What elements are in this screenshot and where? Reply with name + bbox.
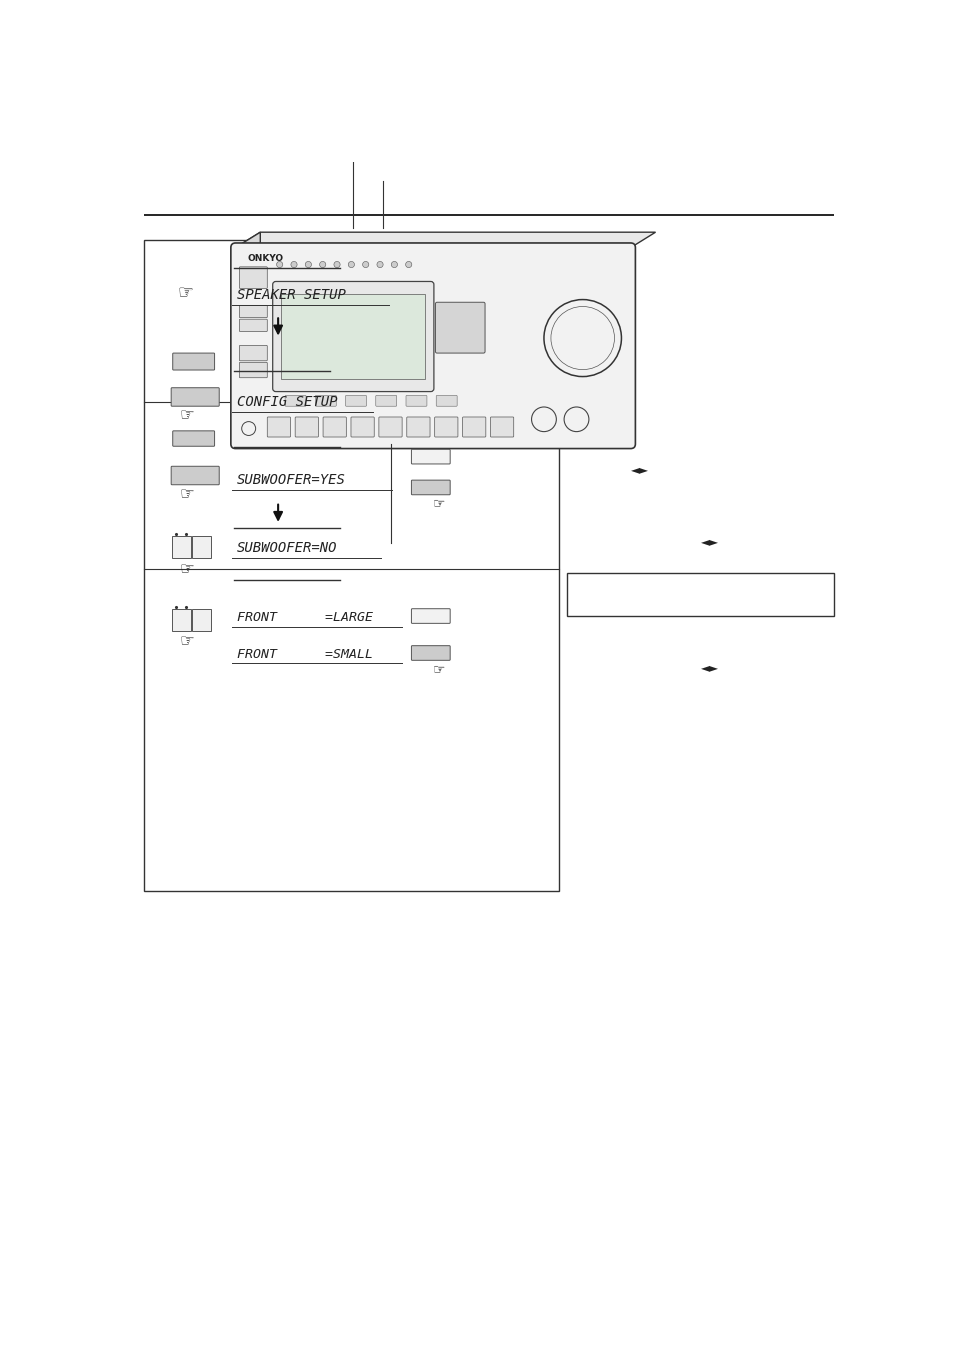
FancyBboxPatch shape (239, 267, 267, 288)
FancyBboxPatch shape (267, 417, 291, 436)
FancyBboxPatch shape (192, 536, 212, 558)
FancyBboxPatch shape (172, 353, 214, 370)
FancyBboxPatch shape (239, 346, 267, 361)
Text: ONKYO: ONKYO (247, 254, 283, 263)
FancyBboxPatch shape (294, 417, 318, 436)
Text: ◄►: ◄► (700, 661, 718, 674)
FancyBboxPatch shape (192, 609, 212, 631)
FancyBboxPatch shape (436, 396, 456, 407)
FancyBboxPatch shape (375, 396, 396, 407)
Text: FRONT      =LARGE: FRONT =LARGE (236, 611, 373, 624)
FancyBboxPatch shape (345, 396, 366, 407)
FancyBboxPatch shape (239, 305, 267, 317)
Circle shape (319, 262, 325, 267)
Text: SUBWOOFER=NO: SUBWOOFER=NO (236, 540, 337, 555)
FancyBboxPatch shape (323, 417, 346, 436)
Circle shape (376, 262, 383, 267)
FancyBboxPatch shape (239, 319, 267, 331)
Text: ☞: ☞ (180, 632, 194, 651)
FancyBboxPatch shape (490, 417, 513, 436)
Circle shape (276, 262, 282, 267)
FancyBboxPatch shape (378, 417, 402, 436)
FancyBboxPatch shape (273, 281, 434, 392)
Text: ◄►: ◄► (630, 463, 648, 476)
Circle shape (305, 262, 311, 267)
FancyBboxPatch shape (171, 388, 219, 407)
FancyBboxPatch shape (172, 431, 214, 446)
Text: ☞: ☞ (180, 485, 194, 503)
Text: ☞: ☞ (177, 284, 193, 301)
FancyBboxPatch shape (462, 417, 485, 436)
Circle shape (362, 262, 369, 267)
FancyBboxPatch shape (567, 573, 833, 616)
FancyBboxPatch shape (411, 450, 450, 463)
Text: ◄►: ◄► (700, 535, 718, 549)
Text: FRONT      =SMALL: FRONT =SMALL (236, 647, 373, 661)
Text: ☞: ☞ (432, 496, 444, 511)
Text: CONFIG SETUP: CONFIG SETUP (236, 394, 337, 408)
Text: SUBWOOFER=YES: SUBWOOFER=YES (236, 473, 346, 488)
FancyBboxPatch shape (406, 417, 430, 436)
FancyBboxPatch shape (435, 417, 457, 436)
Text: ☞: ☞ (180, 407, 194, 424)
FancyBboxPatch shape (172, 536, 192, 558)
FancyBboxPatch shape (144, 240, 558, 890)
Circle shape (291, 262, 296, 267)
Circle shape (348, 262, 355, 267)
FancyBboxPatch shape (411, 609, 450, 623)
Circle shape (334, 262, 340, 267)
FancyBboxPatch shape (172, 609, 192, 631)
Circle shape (391, 262, 397, 267)
Polygon shape (235, 232, 655, 247)
FancyBboxPatch shape (171, 466, 219, 485)
FancyBboxPatch shape (411, 646, 450, 661)
Polygon shape (235, 232, 260, 444)
Text: ☞: ☞ (432, 662, 444, 677)
Text: ☞: ☞ (180, 561, 194, 578)
FancyBboxPatch shape (351, 417, 374, 436)
FancyBboxPatch shape (411, 480, 450, 494)
FancyBboxPatch shape (435, 303, 484, 353)
FancyBboxPatch shape (231, 243, 635, 449)
FancyBboxPatch shape (285, 396, 306, 407)
FancyBboxPatch shape (315, 396, 335, 407)
FancyBboxPatch shape (281, 293, 425, 380)
FancyBboxPatch shape (406, 396, 427, 407)
Circle shape (405, 262, 412, 267)
FancyBboxPatch shape (239, 362, 267, 378)
Text: SPEAKER SETUP: SPEAKER SETUP (236, 288, 346, 303)
